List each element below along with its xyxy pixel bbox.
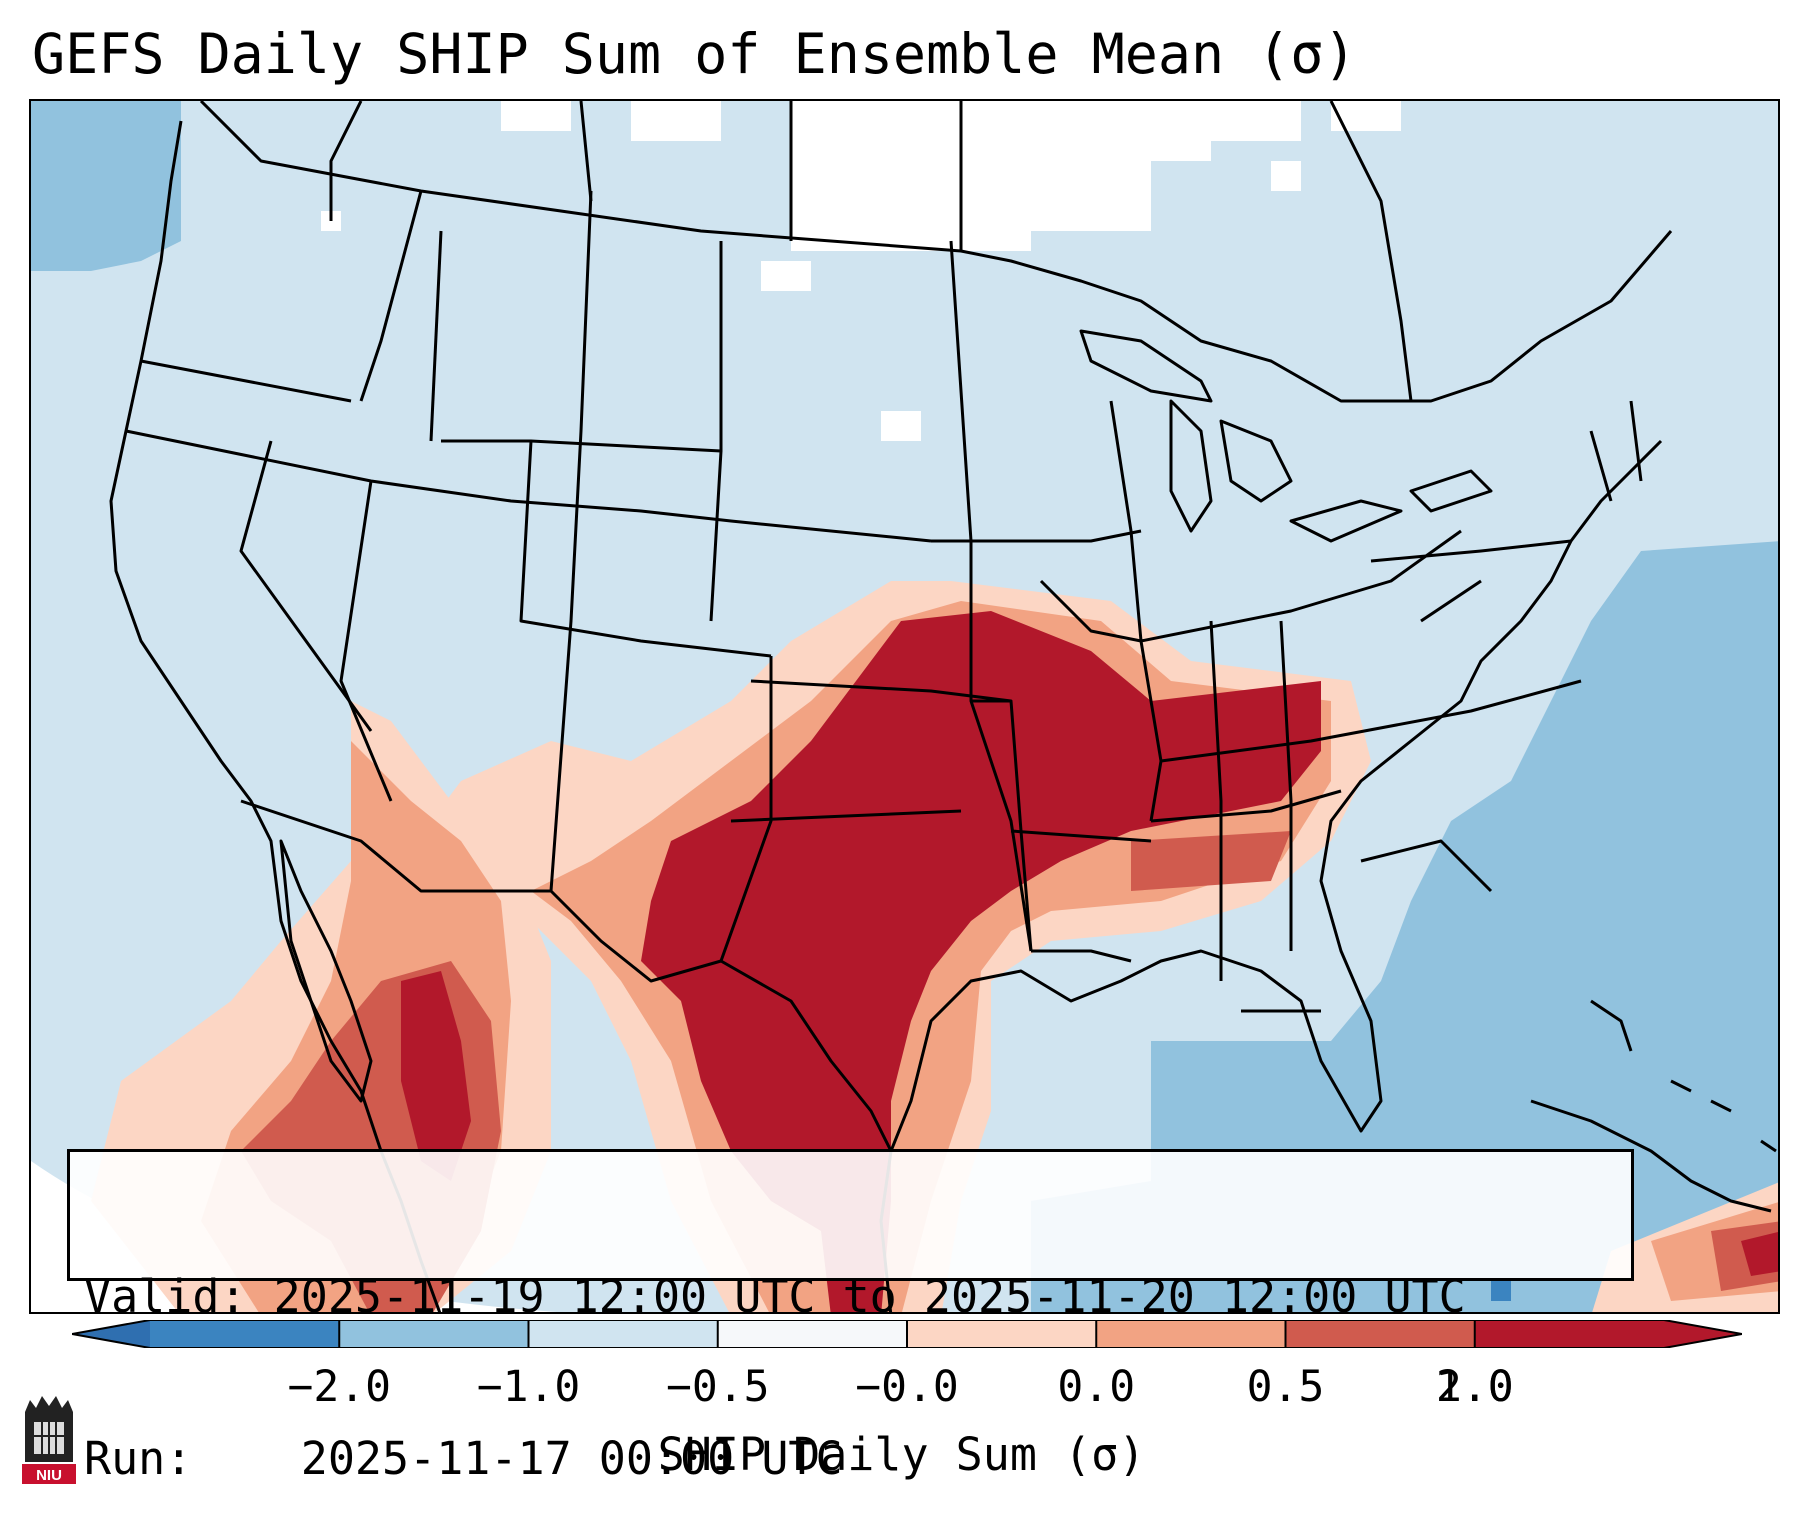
niu-logo: NIU [22,1396,76,1484]
colorbar-segment [528,1320,719,1348]
colorbar-tick-label: 0.5 [1246,1362,1325,1412]
chart-title: GEFS Daily SHIP Sum of Ensemble Mean (σ) [32,22,1357,86]
colorbar-under-arrow [72,1320,150,1348]
map-svg [31,101,1778,1312]
us-canada-border [199,101,1673,403]
colorbar-segment [339,1320,529,1348]
lake-ontario [1409,469,1493,513]
map-boundaries [109,101,1777,1312]
field-negative-strong [1491,1281,1511,1301]
colorbar-tick-label: −1.0 [476,1362,581,1412]
colorbar-segment [1096,1320,1286,1348]
valid-label: Valid: [84,1270,247,1323]
field-near-zero [321,101,1401,441]
colorbar-segment [907,1320,1097,1348]
valid-line: Valid: 2025-11-19 12:00 UTC to 2025-11-2… [84,1270,1617,1324]
colorbar-segment [1474,1320,1665,1348]
baja-coast [279,839,373,1103]
colorbar-segment [717,1320,908,1348]
colorbar-over-arrow [1664,1320,1742,1348]
colorbar [72,1320,1742,1348]
west-coastline [109,120,442,1312]
run-value: 2025-11-17 00:00 UTC [300,1432,843,1485]
gulf-atlantic-coast [549,439,1663,1153]
colorbar-segment [150,1320,340,1348]
map-panel [29,99,1780,1314]
run-label: Run: [84,1432,193,1485]
field-positive-max [401,611,1778,1312]
lake-huron [1219,419,1293,503]
colorbar-tick-label: 1.0 [1435,1362,1514,1412]
colorbar-segments [150,1320,1665,1348]
colorbar-tick-label: −0.5 [665,1362,770,1412]
colorbar-tick-label: 0.0 [1057,1362,1136,1412]
run-line: Run: 2025-11-17 00:00 UTC [84,1432,1617,1486]
cuba-coast [1530,1099,1772,1213]
colorbar-tick-label: −2.0 [287,1362,392,1412]
lake-michigan [1169,399,1213,533]
us-mexico-border [240,799,551,893]
niu-logo-text: NIU [36,1467,62,1484]
colorbar-tick-label: −0.0 [855,1362,959,1412]
lake-erie [1289,499,1403,543]
colorbar-tick-label: 2.0 [1435,1362,1514,1412]
valid-value: 2025-11-19 12:00 UTC to 2025-11-20 12:00… [273,1270,1466,1323]
colorbar-segment [1285,1320,1476,1348]
lake-superior [1079,329,1213,403]
validity-info-box: Valid: 2025-11-19 12:00 UTC to 2025-11-2… [67,1149,1634,1485]
colorbar-label: SHIP Daily Sum (σ) [657,1428,1146,1481]
